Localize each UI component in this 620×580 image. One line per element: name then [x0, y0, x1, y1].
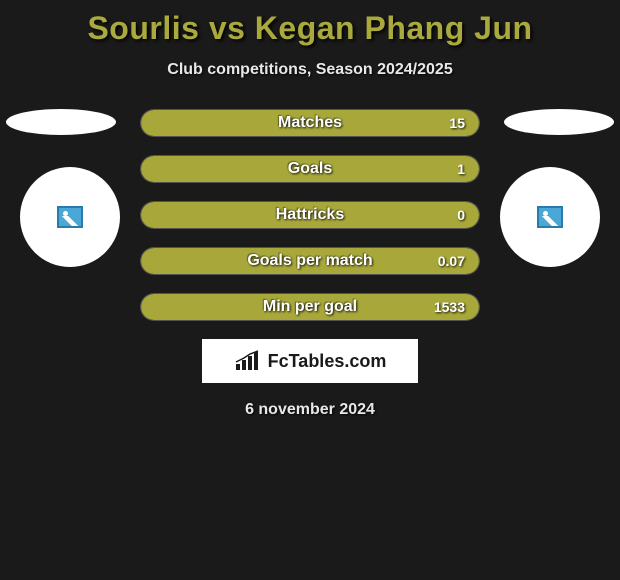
bar-label: Matches [141, 114, 479, 132]
date-text: 6 november 2024 [0, 401, 620, 419]
stat-bars: Matches 15 Goals 1 Hattricks 0 Goals per… [140, 109, 480, 321]
bar-label: Goals per match [141, 252, 479, 270]
season-subtitle: Club competitions, Season 2024/2025 [0, 61, 620, 79]
bar-value: 15 [449, 115, 465, 131]
stat-bar-min-per-goal: Min per goal 1533 [140, 293, 480, 321]
player-badge-left [20, 167, 120, 267]
bar-value: 0 [457, 207, 465, 223]
bar-value: 0.07 [438, 253, 465, 269]
bar-value: 1 [457, 161, 465, 177]
image-placeholder-icon [57, 206, 83, 228]
image-placeholder-icon [537, 206, 563, 228]
bar-label: Goals [141, 160, 479, 178]
brand-text: FcTables.com [268, 351, 387, 372]
player-badge-right [500, 167, 600, 267]
bar-label: Hattricks [141, 206, 479, 224]
stat-bar-goals-per-match: Goals per match 0.07 [140, 247, 480, 275]
stat-bar-matches: Matches 15 [140, 109, 480, 137]
stat-bar-goals: Goals 1 [140, 155, 480, 183]
brand-chart-icon [234, 350, 262, 372]
decor-oval-left [6, 109, 116, 135]
brand-box: FcTables.com [202, 339, 418, 383]
bar-value: 1533 [434, 299, 465, 315]
infographic-container: Sourlis vs Kegan Phang Jun Club competit… [0, 0, 620, 580]
stat-bar-hattricks: Hattricks 0 [140, 201, 480, 229]
decor-oval-right [504, 109, 614, 135]
bar-label: Min per goal [141, 298, 479, 316]
stats-area: Matches 15 Goals 1 Hattricks 0 Goals per… [0, 109, 620, 419]
comparison-title: Sourlis vs Kegan Phang Jun [0, 0, 620, 47]
